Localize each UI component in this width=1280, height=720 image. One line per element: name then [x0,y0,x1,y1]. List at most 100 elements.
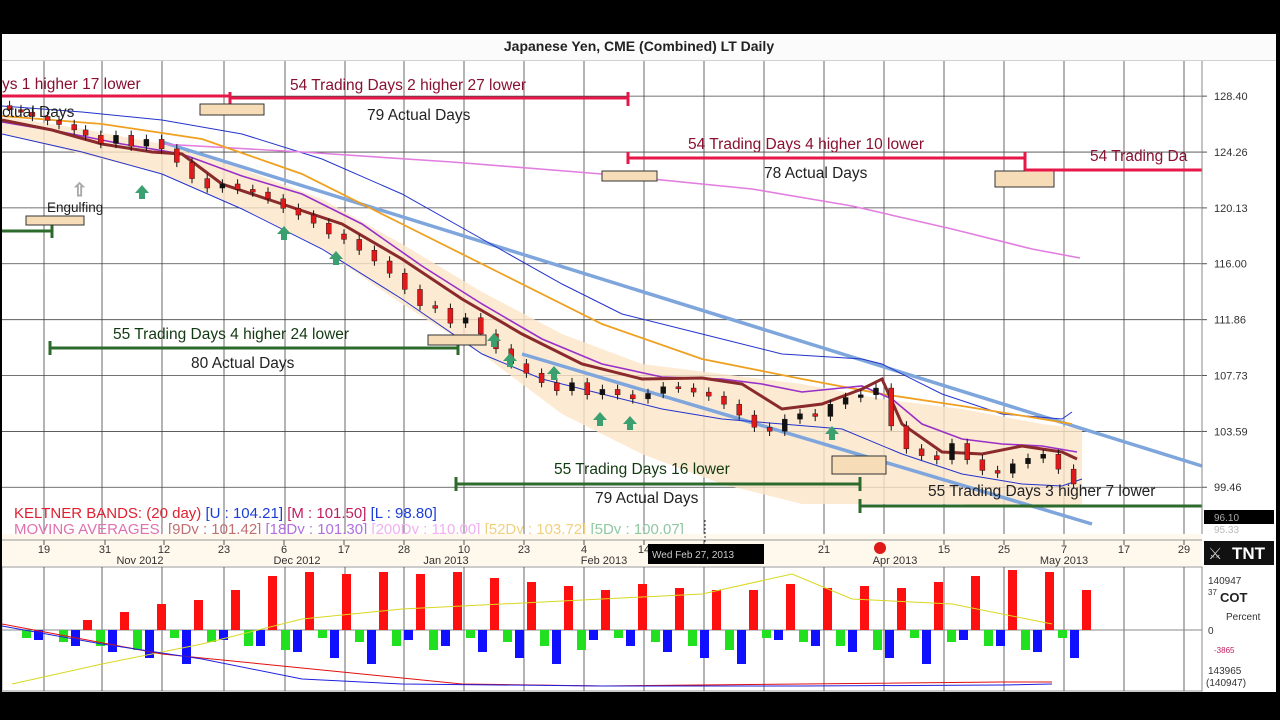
cot-green-bar [984,630,993,646]
cot-green-bar [503,630,512,642]
cot-red-bar [268,576,277,630]
x-tick-label: 21 [818,544,830,556]
up-arrow-icon [593,412,607,426]
cot-red-bar [1045,572,1054,630]
cot-green-bar [355,630,364,642]
candle-body [1010,463,1016,474]
x-tick-label: 17 [338,544,350,556]
cot-red-bar [194,600,203,630]
candle-body [949,443,955,460]
candle-body [979,459,986,471]
up-arrow-icon [487,333,501,347]
candle-body [402,272,408,290]
candle-body [234,183,241,190]
cot-zero-label: 0 [1208,626,1214,637]
cot-yellow-line [11,573,1053,685]
sword-icon: ⚔ [1208,546,1222,563]
candle-body [280,198,286,209]
cot-red-bar [342,574,351,630]
cot-red-bar [823,588,832,630]
cursor-tooltip-text: Wed Feb 27, 2013 [652,550,735,561]
cot-blue-bar [811,630,820,646]
title-bar: Japanese Yen, CME (Combined) LT Daily [2,34,1276,61]
candle-body [1070,468,1077,485]
cot-red-bar [934,582,943,630]
cot-top-value: 140947 [1208,576,1242,587]
brand-text: TNT [1232,544,1266,563]
candle-body [417,289,423,306]
candle-body [736,404,742,416]
annotation-1: ys 1 higher 17 lower ctual Days [2,76,265,121]
candle-body [326,222,332,235]
cot-top-small: 37 [1208,588,1217,597]
annotation-1-top: ys 1 higher 17 lower [2,76,141,93]
cot-blue-bar [256,630,265,646]
ma-legend: MOVING AVERAGES: [9Dy : 101.42] [18Dy : … [14,521,684,538]
cot-green-bar [577,630,586,650]
ma-52-line [2,115,1073,425]
annotation-2-bottom: 79 Actual Days [367,107,471,124]
cot-blue-bar [996,630,1005,646]
candle-body [630,394,636,400]
candle-body [812,413,818,417]
candle-body [797,413,803,420]
cot-green-bar [540,630,549,646]
cot-green-bar [22,630,31,638]
annotation-3-bottom: 78 Actual Days [764,165,868,182]
candle-body [250,189,256,193]
annotation-4-top: 54 Trading Da [1090,148,1188,165]
candle-body [462,317,469,324]
cot-red-bar [157,604,166,630]
candle-body [6,105,13,110]
price-chart[interactable]: ys 1 higher 17 lower ctual Days 54 Tradi… [2,34,1276,692]
event-marker[interactable] [874,542,886,554]
candle-body [842,397,849,405]
annotation-3-top: 54 Trading Days 4 higher 10 lower [688,136,924,153]
cot-blue-bar [1033,630,1042,652]
x-month-label: Nov 2012 [116,555,163,567]
cot-blue-bar [922,630,931,664]
x-axis-labels: 193112236172810234142521152571729Nov 201… [38,540,1190,567]
candle-body [827,404,834,417]
engulfing-label: Engulfing [47,200,103,215]
candle-body [721,395,727,405]
cot-green-bar [133,630,142,650]
candle-body [614,389,621,396]
candle-body [29,112,36,117]
candle-body [584,382,590,396]
upper-band-line [2,105,1073,420]
cot-neg-small: -3865 [1214,646,1235,655]
up-arrow-icon [277,226,291,240]
ma-200-line [161,143,1081,259]
cot-blue-bar [478,630,487,652]
candle-body [523,363,530,374]
candle-body [660,386,666,394]
annotation-4: 54 Trading Da [1025,148,1202,172]
cot-green-bar [614,630,623,638]
up-arrow-icon [547,366,561,380]
x-month-label: May 2013 [1040,555,1088,567]
cot-red-bar [416,574,425,630]
cot-red-bar [860,586,869,630]
x-tick-label: 28 [398,544,410,556]
cot-green-bar [318,630,327,638]
candle-body [782,418,788,432]
candle-body [44,116,51,121]
y-tick-label: 99.46 [1214,482,1242,494]
annotation-7-top: 55 Trading Days 3 higher 7 lower [928,483,1155,500]
cot-green-bar [392,630,401,646]
x-month-label: Apr 2013 [873,555,918,567]
candle-body [158,139,165,150]
x-tick-label: 6 [281,544,287,556]
annotation-6: 55 Trading Days 16 lower 79 Actual Days [454,455,887,507]
cot-red-bar [897,588,906,630]
x-tick-label: 14 [638,544,650,556]
candle-body [766,427,773,432]
x-tick-label: 12 [158,544,170,556]
annotation-5-bottom: 80 Actual Days [191,355,295,372]
candle-body [964,443,970,460]
y-tick-label: 107.73 [1214,370,1248,382]
cot-green-bar [688,630,697,646]
cot-green-bar [947,630,956,642]
x-tick-label: 19 [38,544,50,556]
